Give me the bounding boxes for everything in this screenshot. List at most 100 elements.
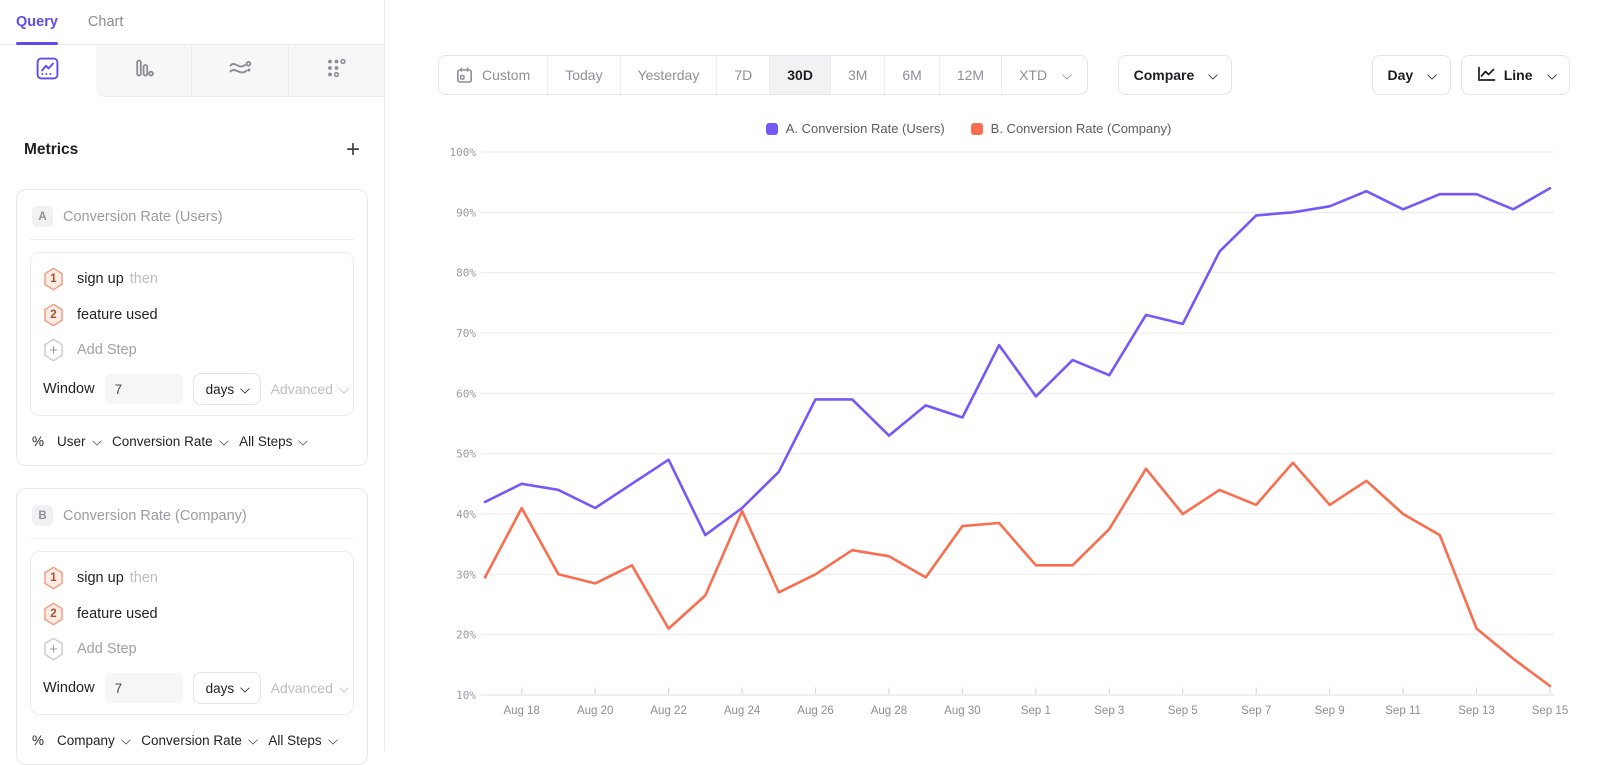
step-event-label: sign up then [77,570,158,586]
flow-icon [227,56,253,85]
range-custom[interactable]: Custom [439,56,547,94]
metric-type-dropdown[interactable]: Conversion Rate [141,733,258,748]
step-event-label: feature used [77,307,158,323]
legend-swatch [765,122,778,135]
advanced-dropdown[interactable]: Advanced [271,680,349,696]
compare-button[interactable]: Compare [1117,55,1232,95]
x-axis-label: Sep 3 [1094,705,1124,717]
toolbar-right-buttons: Day Line [1371,55,1570,95]
range-3m[interactable]: 3M [829,56,884,94]
chevron-down-icon [248,734,258,744]
metric-type-dropdown[interactable]: Conversion Rate [112,434,229,449]
window-unit-dropdown[interactable]: days [192,373,261,405]
x-axis-label: Aug 24 [724,705,761,717]
step-2-badge: 2 [44,303,63,327]
y-axis-label: 10% [456,689,476,702]
step-event-label: feature used [77,606,158,622]
window-value-input[interactable] [104,374,183,404]
y-axis-label: 90% [456,206,476,219]
metric-card-a-header[interactable]: A Conversion Rate (Users) [30,200,354,240]
chevron-down-icon [339,682,349,692]
step-row[interactable]: 1 sign up then [43,261,341,297]
chart-type-dropdown[interactable]: Line [1460,55,1570,95]
granularity-dropdown[interactable]: Day [1371,55,1451,95]
measure-row: % User Conversion Rate All Steps [30,429,354,453]
y-axis-label: 30% [456,568,476,581]
range-6m[interactable]: 6M [884,56,938,94]
chevron-down-icon [218,435,229,445]
range-xtd[interactable]: XTD [1001,56,1087,94]
x-axis-label: Aug 22 [650,705,686,717]
steps-scope-dropdown[interactable]: All Steps [239,434,308,449]
add-metric-button[interactable]: + [345,136,360,163]
y-axis-label: 50% [456,448,476,461]
chevron-down-icon [121,734,131,744]
entity-dropdown[interactable]: User [57,434,102,449]
x-axis-label: Aug 26 [797,705,833,717]
step-1-badge: 1 [44,267,63,291]
add-step-label: Add Step [77,342,137,358]
step-row[interactable]: 1 sign up then [43,560,341,596]
metric-card-a: A Conversion Rate (Users) 1 sign up then … [16,189,368,466]
series-a-badge: A [32,206,53,227]
step-connector-label: then [129,570,158,586]
add-step-label: Add Step [77,641,137,657]
line-chart-icon [36,57,59,85]
percent-label: % [32,433,45,449]
range-12m[interactable]: 12M [938,56,1001,94]
steps-scope-dropdown[interactable]: All Steps [268,733,338,748]
conversion-chart: 10% 20% 30% 40% 50% 60% 70% 80% 90% 100% Aug 18 Aug… [450,146,1569,717]
tab-bar-chart[interactable] [95,45,191,97]
tab-query[interactable]: Query [16,0,58,45]
date-range-group: Custom Today Yesterday 7D 30D 3M 6M 12M XTD [438,55,1088,95]
tab-line-chart[interactable] [0,45,96,97]
calendar-icon [456,67,473,84]
step-2-badge: 2 [44,602,63,626]
window-label: Window [43,381,95,397]
chevron-down-icon [298,435,308,445]
metric-card-b: B Conversion Rate (Company) 1 sign up the… [16,488,368,765]
metrics-header: Metrics + [0,133,384,167]
series-b-badge: B [32,505,53,526]
window-value-input[interactable] [104,673,183,703]
metric-card-b-title: Conversion Rate (Company) [63,507,247,524]
add-step-button[interactable]: + Add Step [43,333,341,367]
step-row[interactable]: 2 feature used [43,596,341,632]
add-step-icon: + [44,637,63,661]
range-30d[interactable]: 30D [769,56,830,94]
range-today[interactable]: Today [547,56,619,94]
x-axis-label: Sep 15 [1532,705,1568,717]
tab-retention-grid[interactable] [287,45,384,97]
sidebar-tab-bar: Query Chart [0,0,384,45]
window-unit-dropdown[interactable]: days [192,672,261,704]
x-axis-label: Aug 18 [503,705,539,717]
legend-swatch [970,122,983,135]
legend-item[interactable]: B. Conversion Rate (Company) [970,121,1171,136]
x-axis-label: Sep 11 [1385,705,1421,717]
y-axis-label: 80% [456,267,476,280]
x-axis-label: Sep 1 [1021,705,1051,717]
percent-label: % [32,732,45,748]
range-yesterday[interactable]: Yesterday [619,56,717,94]
chart-type-tabs [0,45,384,97]
chevron-down-icon [240,682,250,692]
series-line [483,461,1552,688]
metric-card-a-title: Conversion Rate (Users) [63,208,223,225]
add-step-button[interactable]: + Add Step [43,632,341,666]
metrics-title: Metrics [24,141,79,158]
range-7d[interactable]: 7D [716,56,769,94]
y-axis-label: 20% [456,629,476,642]
entity-dropdown[interactable]: Company [57,733,131,748]
advanced-dropdown[interactable]: Advanced [271,381,349,397]
chevron-down-icon [91,435,102,445]
tab-flow-chart[interactable] [191,45,288,97]
window-row: Window days Advanced [43,371,349,407]
measure-row: % Company Conversion Rate All Steps [30,728,354,752]
step-event-label: sign up then [77,271,158,287]
tab-chart[interactable]: Chart [87,14,124,30]
x-axis-label: Sep 13 [1458,705,1494,717]
metric-card-b-header[interactable]: B Conversion Rate (Company) [30,499,354,539]
step-row[interactable]: 2 feature used [43,297,341,333]
legend-item[interactable]: A. Conversion Rate (Users) [765,121,945,136]
bar-chart-icon [131,56,155,85]
